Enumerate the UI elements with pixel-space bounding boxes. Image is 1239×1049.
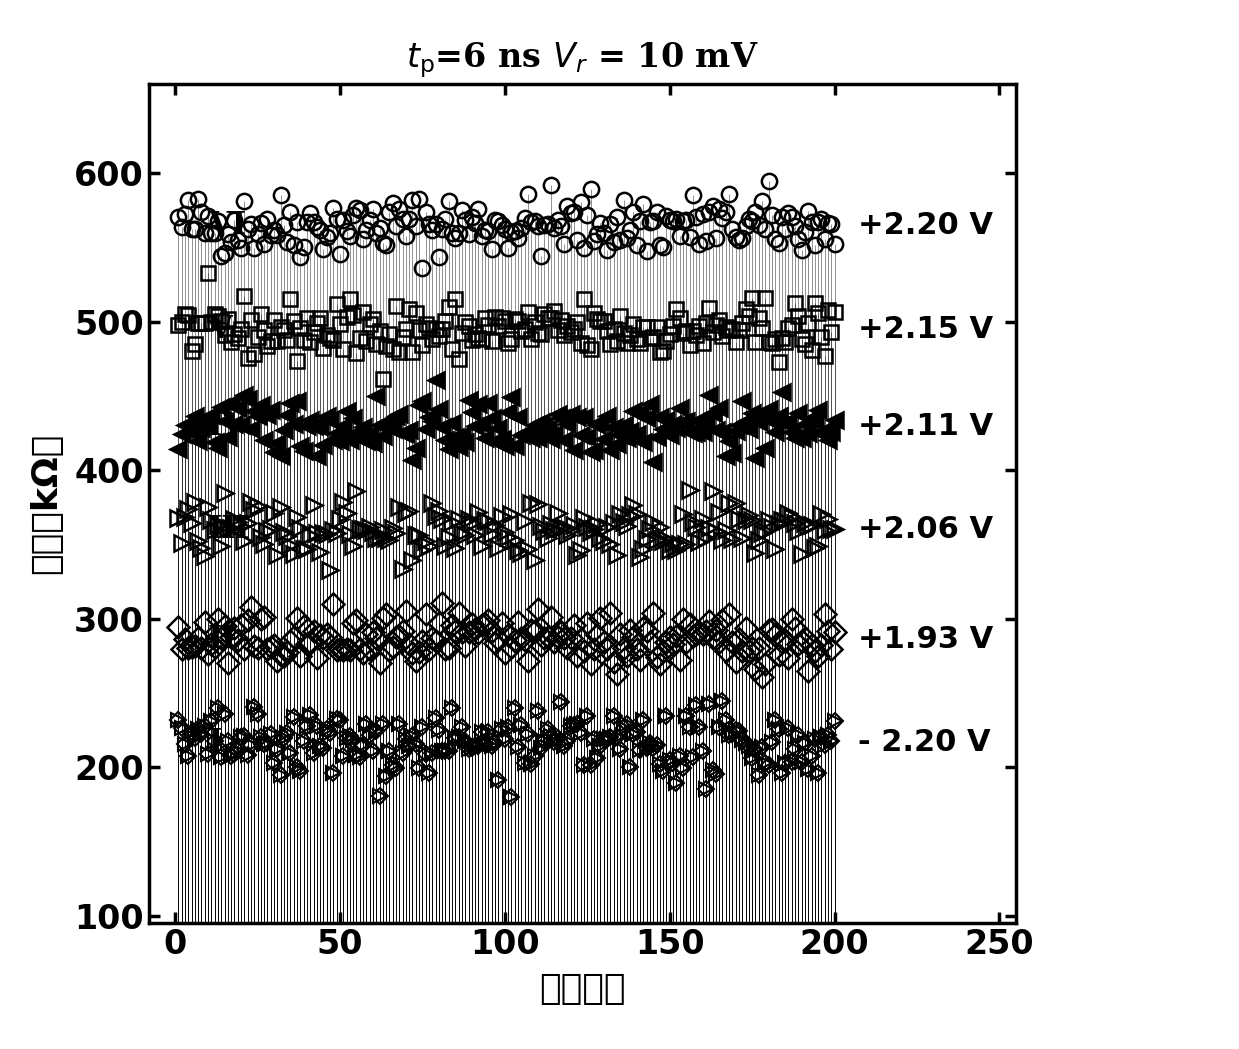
X-axis label: 脉冲次数: 脉冲次数 — [539, 972, 626, 1006]
Y-axis label: 电阱（kΩ）: 电阱（kΩ） — [28, 433, 63, 574]
Text: +2.20 V: +2.20 V — [857, 211, 992, 240]
Text: +1.93 V: +1.93 V — [857, 624, 992, 654]
Text: +2.11 V: +2.11 V — [857, 412, 992, 442]
Text: IV: IV — [208, 411, 247, 443]
Text: - 2.20 V: - 2.20 V — [857, 728, 990, 757]
Title: $\mathit{t}_\mathrm{p}$=6 ns $\mathit{V}_r$ = 10 mV: $\mathit{t}_\mathrm{p}$=6 ns $\mathit{V}… — [406, 40, 758, 80]
Text: +2.15 V: +2.15 V — [857, 315, 992, 344]
Text: VI: VI — [208, 210, 247, 241]
Text: II: II — [208, 623, 237, 655]
Text: +2.06 V: +2.06 V — [857, 515, 992, 543]
Text: III: III — [208, 514, 250, 544]
Text: V: V — [208, 314, 232, 345]
Text: I: I — [208, 727, 222, 758]
